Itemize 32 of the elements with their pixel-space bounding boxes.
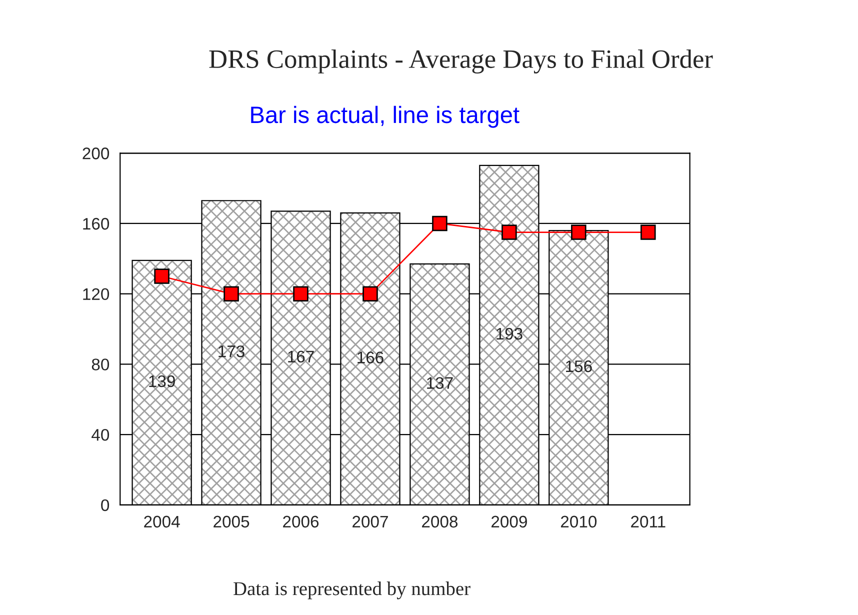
point <box>362 286 378 302</box>
point <box>293 286 308 302</box>
data-label: 166 <box>358 352 384 364</box>
x-tick-label: 2011 <box>631 516 666 528</box>
y-tick-label: 160 <box>83 218 110 230</box>
chart-subtitle: Bar is actual, line is target <box>251 106 520 128</box>
data-label: 137 <box>427 377 453 389</box>
y-tick-label: 0 <box>101 499 110 512</box>
x-tick-label: 2008 <box>422 516 458 528</box>
y-tick-label: 40 <box>92 428 110 441</box>
y-tick-label: 80 <box>92 358 110 370</box>
x-tick-label: 2010 <box>560 516 597 528</box>
data-label: 173 <box>218 345 244 358</box>
point <box>640 224 656 240</box>
x-tick-label: 2009 <box>491 516 527 528</box>
point <box>571 224 586 240</box>
data-label: 156 <box>566 360 592 372</box>
point <box>432 216 448 232</box>
y-tick-label: 200 <box>82 148 110 160</box>
data-label: 193 <box>496 328 522 340</box>
point <box>502 224 517 240</box>
chart-title: DRS Complaints - Average Days to Final Order <box>209 49 713 74</box>
x-tick-label: 2004 <box>144 516 180 528</box>
data-label: 139 <box>149 375 175 388</box>
point <box>224 286 239 302</box>
x-tick-label: 2005 <box>214 516 250 528</box>
x-tick-label: 2006 <box>283 516 319 528</box>
point <box>154 268 170 284</box>
data-label: 167 <box>288 350 314 363</box>
y-tick-label: 120 <box>83 288 110 300</box>
x-tick-label: 2007 <box>352 516 388 528</box>
text: Data is represented by number <box>234 582 470 600</box>
